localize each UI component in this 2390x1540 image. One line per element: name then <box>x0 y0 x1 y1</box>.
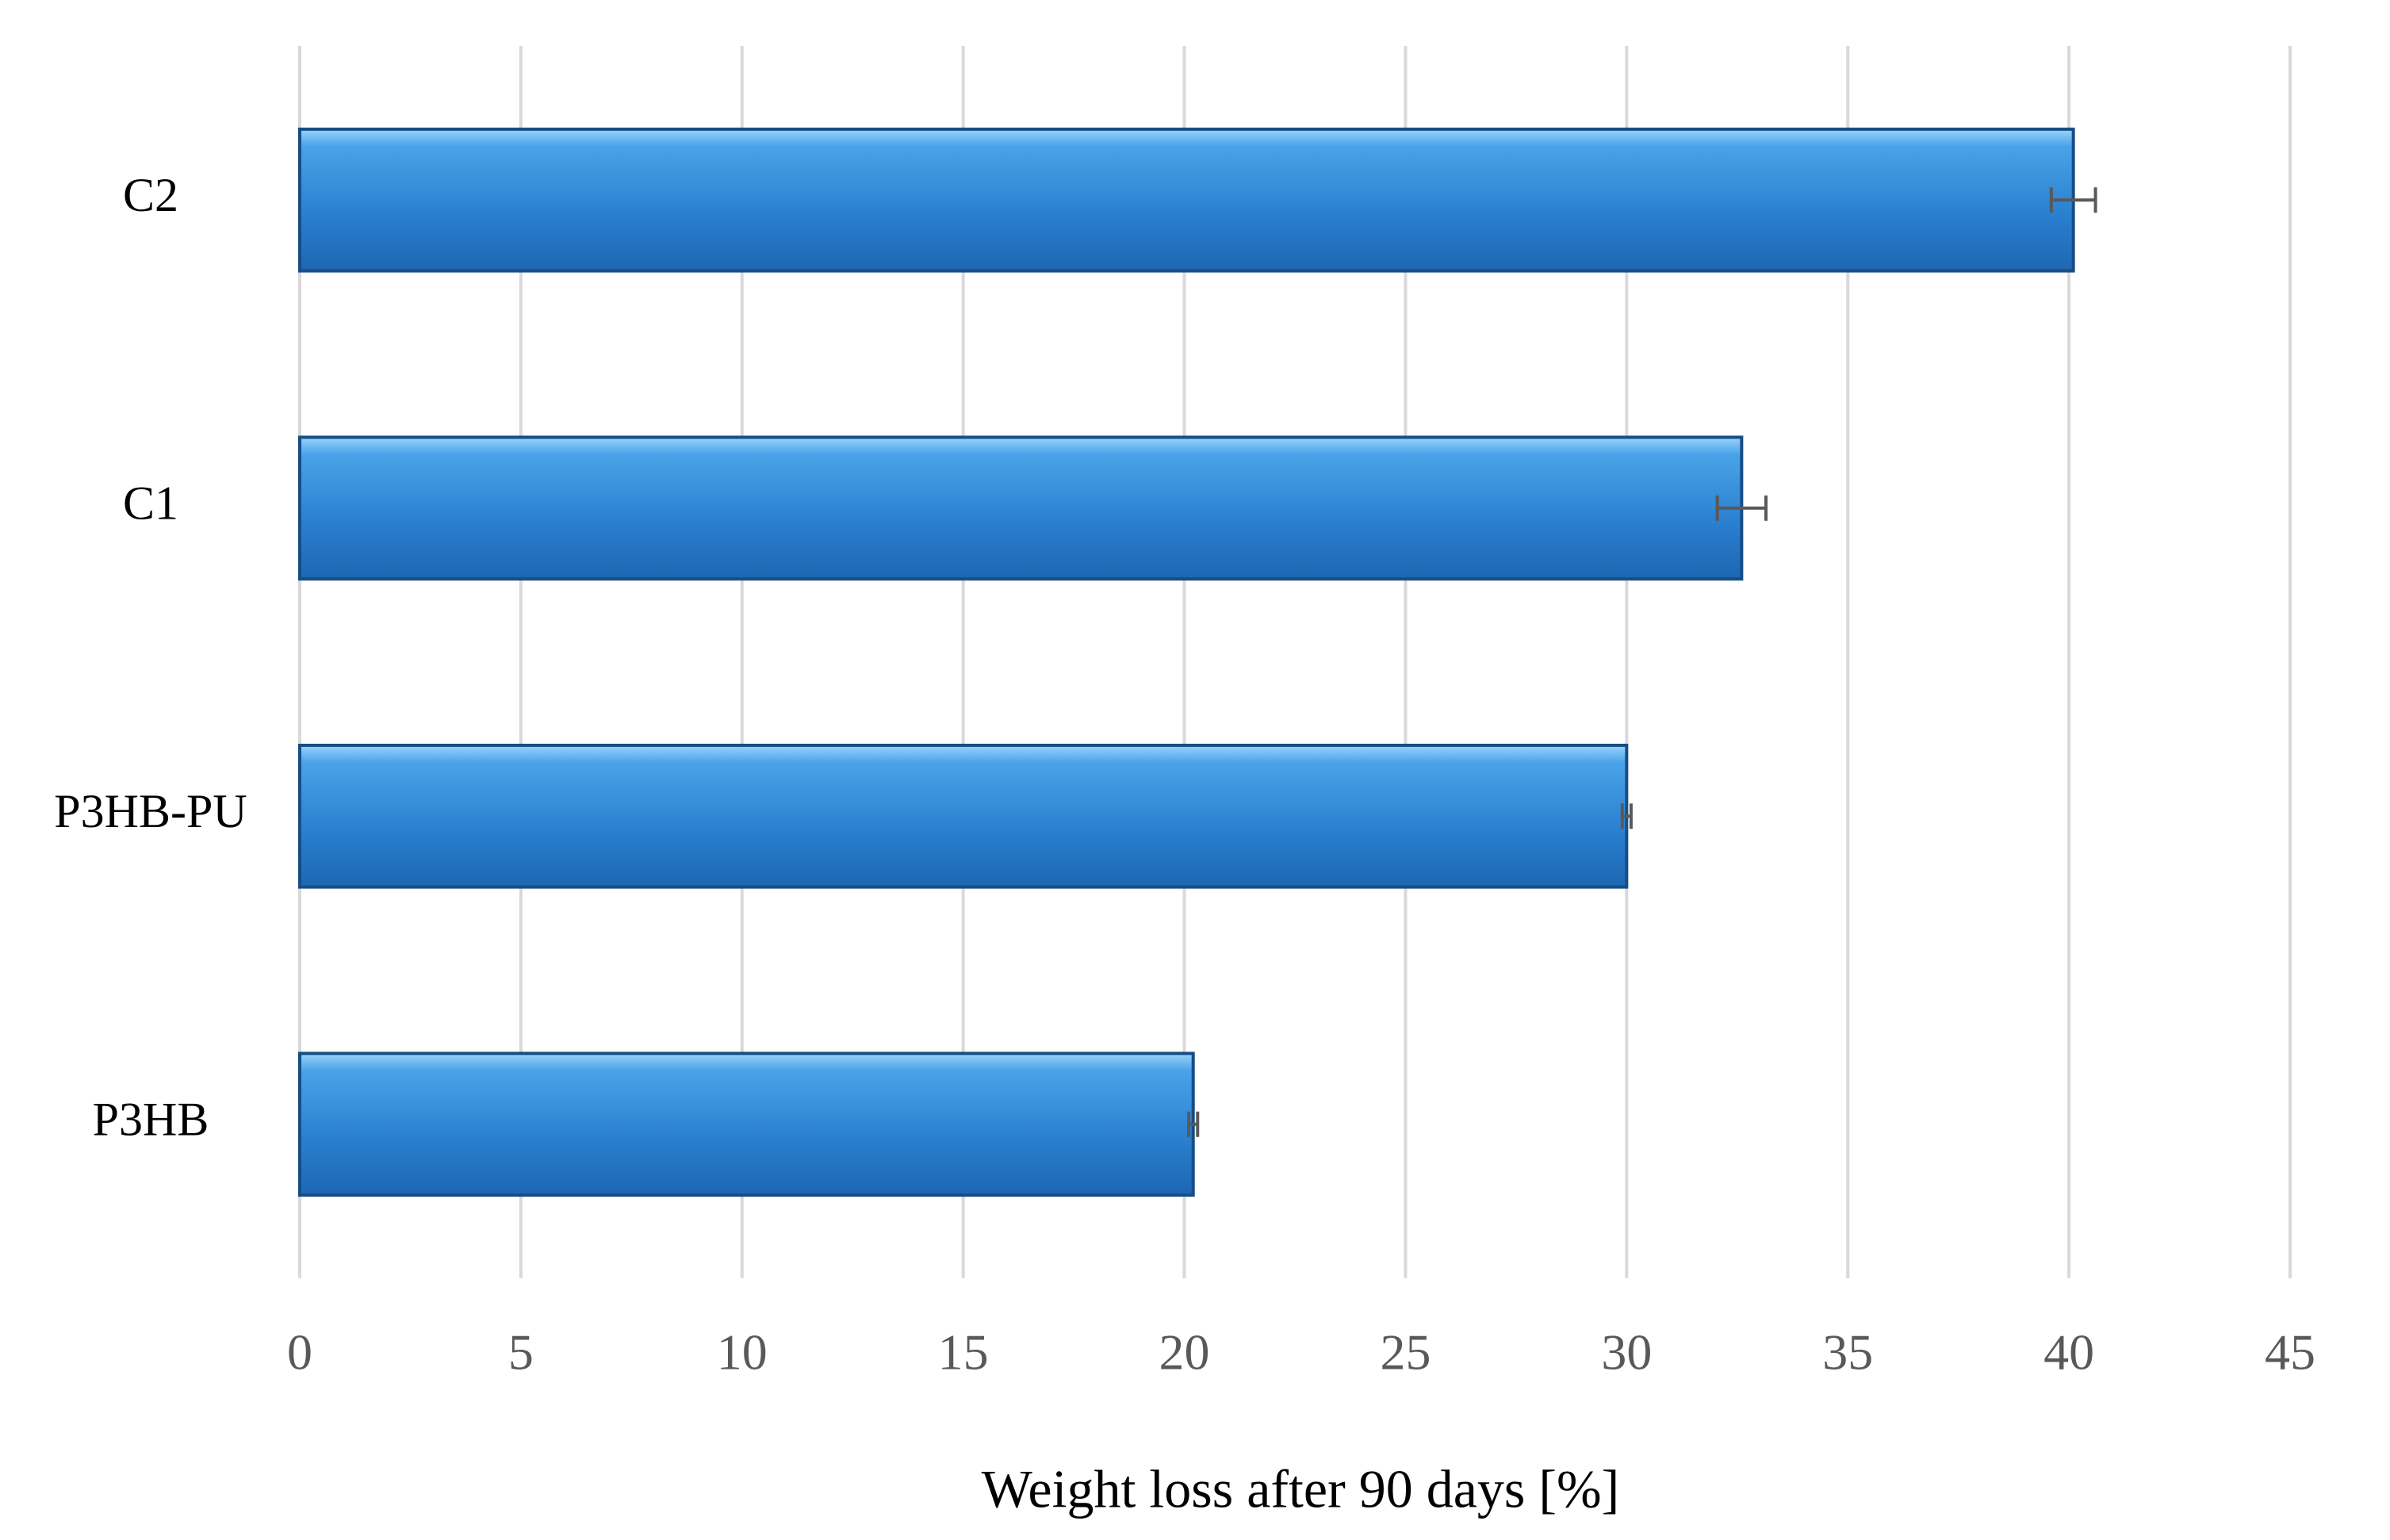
error-bar <box>1620 803 1633 829</box>
y-tick-label: P3HB <box>93 1094 209 1146</box>
x-axis-title: Weight loss after 90 days [%] <box>982 1459 1620 1519</box>
x-tick-label: 5 <box>508 1324 534 1381</box>
y-tick-label: C2 <box>123 169 178 221</box>
error-bar <box>2049 187 2097 213</box>
bar <box>298 435 1744 581</box>
error-bar <box>1715 495 1768 521</box>
error-bar <box>1187 1111 1200 1137</box>
x-tick-label: 25 <box>1380 1324 1431 1381</box>
bar <box>298 743 1629 889</box>
x-tick-label: 15 <box>938 1324 989 1381</box>
x-tick-label: 0 <box>287 1324 312 1381</box>
x-tick-label: 40 <box>2043 1324 2094 1381</box>
x-tick-label: 45 <box>2265 1324 2315 1381</box>
bar <box>298 1052 1195 1197</box>
x-tick-label: 35 <box>1822 1324 1873 1381</box>
x-tick-label: 10 <box>717 1324 768 1381</box>
bar <box>298 127 2075 273</box>
x-tick-label: 30 <box>1601 1324 1652 1381</box>
y-tick-label: C1 <box>123 477 178 530</box>
y-tick-label: P3HB-PU <box>54 785 247 837</box>
x-tick-label: 20 <box>1159 1324 1210 1381</box>
